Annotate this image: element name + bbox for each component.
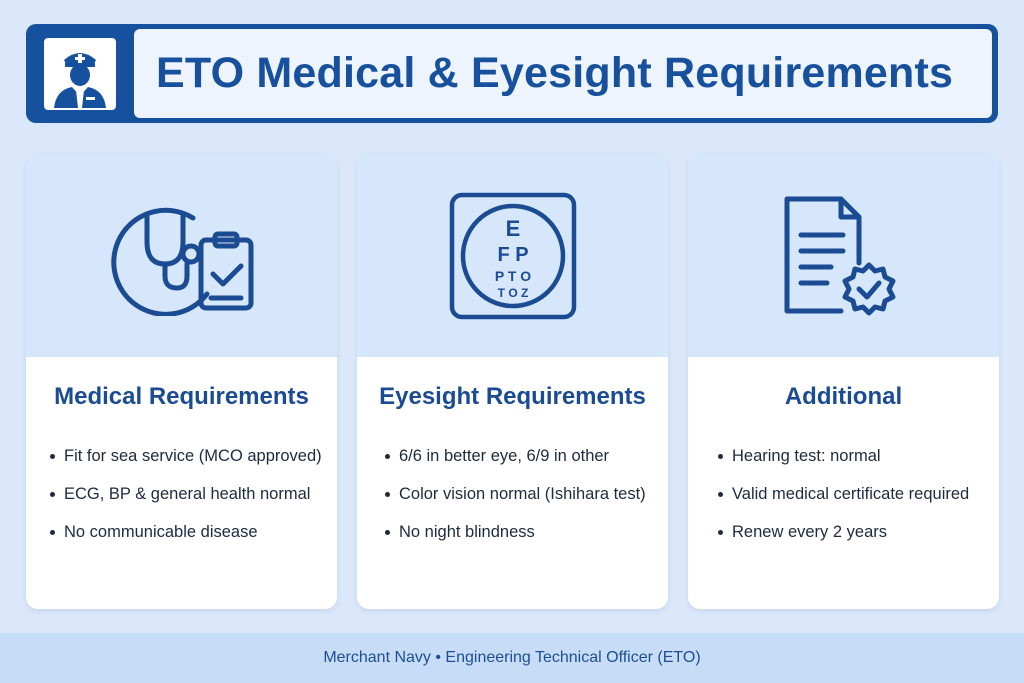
bullet-icon bbox=[50, 454, 55, 459]
header-banner: ETO Medical & Eyesight Requirements bbox=[26, 24, 998, 123]
bullet-icon bbox=[385, 492, 390, 497]
chart-row-2: F P bbox=[497, 244, 528, 266]
bullet-icon bbox=[50, 492, 55, 497]
list-item: Color vision normal (Ishihara test) bbox=[385, 485, 668, 504]
bullet-icon bbox=[50, 530, 55, 535]
requirements-list: 6/6 in better eye, 6/9 in other Color vi… bbox=[357, 447, 668, 542]
list-item: 6/6 in better eye, 6/9 in other bbox=[385, 447, 668, 466]
requirements-list: Hearing test: normal Valid medical certi… bbox=[688, 447, 999, 542]
officer-icon bbox=[30, 28, 130, 119]
footer-bar: Merchant Navy • Engineering Technical Of… bbox=[0, 633, 1024, 683]
eye-chart-icon: E F P P T O T O Z bbox=[449, 192, 576, 319]
chart-row-3: P T O bbox=[494, 268, 530, 284]
card-icon-area bbox=[26, 154, 337, 357]
list-item: No night blindness bbox=[385, 523, 668, 542]
card-title: Eyesight Requirements bbox=[379, 383, 646, 410]
bullet-icon bbox=[385, 530, 390, 535]
bullet-icon bbox=[385, 454, 390, 459]
card-medical: Medical Requirements Fit for sea service… bbox=[26, 154, 337, 609]
page-title: ETO Medical & Eyesight Requirements bbox=[156, 49, 954, 97]
requirements-list: Fit for sea service (MCO approved) ECG, … bbox=[26, 447, 337, 542]
footer-text: Merchant Navy • Engineering Technical Of… bbox=[323, 649, 701, 666]
bullet-icon bbox=[718, 530, 723, 535]
bullet-icon bbox=[718, 454, 723, 459]
stethoscope-clipboard-icon bbox=[110, 207, 253, 316]
card-eyesight: E F P P T O T O Z Eyesight Requirements … bbox=[357, 154, 668, 609]
card-title: Additional bbox=[784, 383, 903, 410]
list-item: Renew every 2 years bbox=[718, 523, 999, 542]
list-item: Fit for sea service (MCO approved) bbox=[50, 447, 337, 466]
list-item: Valid medical certificate required bbox=[718, 485, 999, 504]
card-icon-area bbox=[688, 154, 999, 357]
card-title: Medical Requirements bbox=[54, 383, 309, 410]
chart-row-4: T O Z bbox=[497, 286, 528, 300]
chart-row-1: E bbox=[505, 216, 520, 241]
card-additional: Additional Hearing test: normal Valid me… bbox=[688, 154, 999, 609]
list-item: Hearing test: normal bbox=[718, 447, 999, 466]
list-item: No communicable disease bbox=[50, 523, 337, 542]
certificate-badge-icon bbox=[784, 196, 895, 315]
bullet-icon bbox=[718, 492, 723, 497]
header-title-box: ETO Medical & Eyesight Requirements bbox=[134, 29, 992, 118]
list-item: ECG, BP & general health normal bbox=[50, 485, 337, 504]
card-icon-area: E F P P T O T O Z bbox=[357, 154, 668, 357]
